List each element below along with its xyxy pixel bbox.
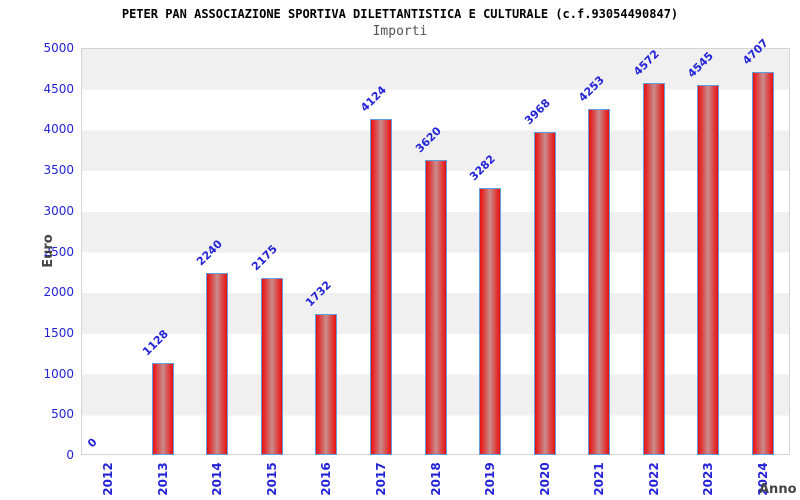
chart-title: PETER PAN ASSOCIAZIONE SPORTIVA DILETTAN… [121,7,679,21]
y-tick-label: 4500 [43,81,74,96]
x-tick-label: 2014 [210,462,225,496]
bar [151,363,174,455]
y-tick-label: 2500 [43,244,74,259]
y-tick-label: 5000 [43,41,74,55]
bar [697,85,720,455]
bar [479,187,502,455]
bar [751,71,774,455]
bar [315,314,338,455]
chart-subtitle: Importi [372,24,428,39]
x-tick-label: 2020 [537,462,552,496]
y-axis-title: Euro [41,234,56,268]
y-tick-label: 2000 [43,285,74,300]
bar [369,119,392,455]
bar [642,82,665,455]
y-tick-label: 500 [51,407,74,422]
x-tick-label: 2015 [264,462,279,496]
x-tick-label: 2019 [483,462,498,496]
bar [424,160,447,455]
x-tick-label: 2022 [646,462,661,496]
bar [588,108,611,455]
x-tick-label: 2017 [373,462,388,496]
x-tick-label: 2013 [155,462,170,496]
x-tick-label: 2023 [701,462,716,496]
y-tick-label: 3000 [43,203,74,218]
x-tick-label: 2021 [592,462,607,496]
y-tick-label: 1500 [43,325,74,340]
x-axis-title: Anno [759,482,797,497]
x-tick-label: 2018 [428,462,443,496]
bar [533,132,556,455]
y-tick-label: 3500 [43,163,74,178]
y-tick-label: 1000 [43,366,74,381]
x-tick-label: 2012 [101,462,116,496]
x-tick-label: 2016 [319,462,334,496]
y-tick-label: 0 [66,448,74,462]
y-tick-label: 4000 [43,122,74,137]
bar [260,277,283,455]
bar [206,272,229,455]
